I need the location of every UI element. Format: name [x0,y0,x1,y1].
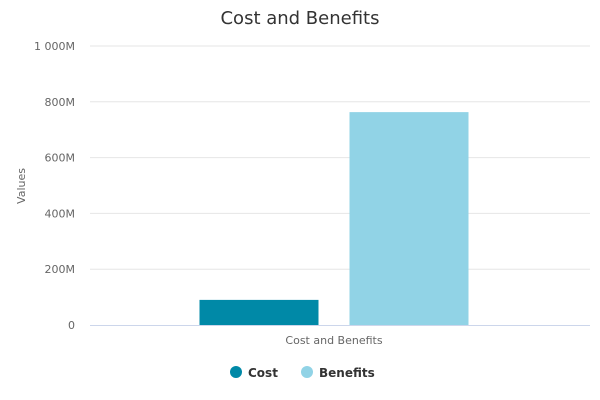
legend-label: Cost [248,366,278,380]
bar-cost[interactable] [199,299,319,325]
x-axis: Cost and Benefits [90,325,590,347]
x-tick-label: Cost and Benefits [285,334,382,347]
legend-marker [230,366,242,378]
y-tick-label: 800M [45,96,76,109]
y-tick-label: 200M [45,263,76,276]
legend-marker [301,366,313,378]
y-tick-label: 0 [68,319,75,332]
y-tick-label: 600M [45,152,76,165]
legend: Cost Benefits [230,366,375,380]
y-tick-label: 400M [45,207,76,220]
bars [199,112,469,325]
chart-title: Cost and Benefits [220,8,379,29]
y-axis-ticks: 0 200M 400M 600M 800M 1 000M [34,40,75,332]
legend-item-cost[interactable]: Cost [230,366,278,380]
y-axis-label: Values [15,168,28,204]
y-tick-label: 1 000M [34,40,75,53]
gridlines [90,45,590,270]
legend-label: Benefits [319,366,375,380]
bar-benefits[interactable] [349,112,469,325]
legend-item-benefits[interactable]: Benefits [301,366,375,380]
